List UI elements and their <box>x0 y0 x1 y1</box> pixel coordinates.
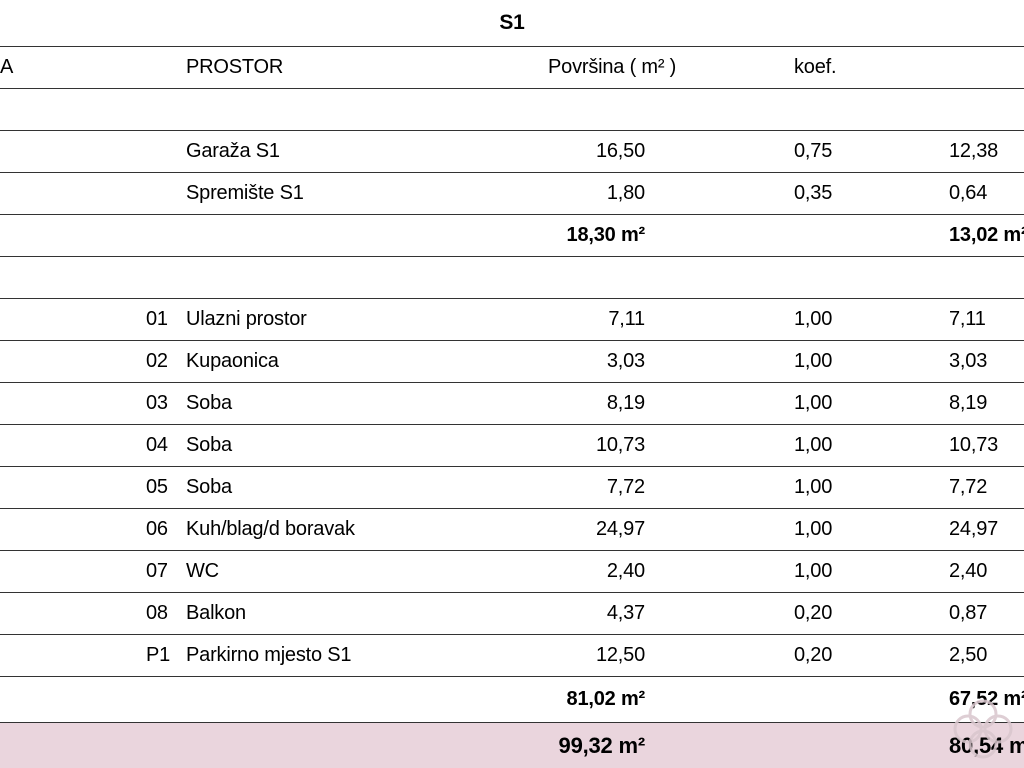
room-area: 8,19 <box>606 392 645 414</box>
room-number: 01 <box>146 308 168 330</box>
room-koef: 1,00 <box>794 560 833 582</box>
room-calc-area: 12,38 <box>949 140 999 162</box>
section-spacer-row <box>0 257 1024 299</box>
room-number: 04 <box>146 434 168 456</box>
room-koef: 0,35 <box>794 182 833 204</box>
room-number: 02 <box>146 350 168 372</box>
header-koef: koef. <box>794 56 837 78</box>
grand-total-row: 99,32 m² 80,54 m² <box>0 723 1024 768</box>
room-koef: 1,00 <box>794 350 833 372</box>
room-koef: 0,75 <box>794 140 833 162</box>
table-row: 03 Soba 8,19 1,00 8,19 <box>0 383 1024 425</box>
table-row: P1 Parkirno mjesto S1 12,50 0,20 2,50 <box>0 635 1024 677</box>
subtotal-row: 18,30 m² 13,02 m² <box>0 215 1024 257</box>
room-calc-area: 7,72 <box>949 476 988 498</box>
room-number: 07 <box>146 560 168 582</box>
room-calc-area: 0,64 <box>949 182 988 204</box>
room-number: 05 <box>146 476 168 498</box>
room-area: 4,37 <box>606 602 645 624</box>
room-number: 03 <box>146 392 168 414</box>
room-number: P1 <box>146 644 171 666</box>
room-name: Balkon <box>186 602 246 624</box>
room-koef: 0,20 <box>794 602 833 624</box>
table-row: 08 Balkon 4,37 0,20 0,87 <box>0 593 1024 635</box>
room-calc-area: 8,19 <box>949 392 988 414</box>
room-number: 08 <box>146 602 168 624</box>
table-title-row: S1 <box>0 0 1024 47</box>
header-povrsina: Površina ( m² ) <box>548 56 677 78</box>
room-name: Kuh/blag/d boravak <box>186 518 355 540</box>
room-name: WC <box>186 560 219 582</box>
room-area: 2,40 <box>606 560 645 582</box>
room-name: Garaža S1 <box>186 140 280 162</box>
table-row: 05 Soba 7,72 1,00 7,72 <box>0 467 1024 509</box>
room-area: 24,97 <box>595 518 645 540</box>
subtotal-area: 81,02 m² <box>566 688 646 710</box>
total-calc-area: 80,54 m² <box>949 732 1024 758</box>
room-calc-area: 7,11 <box>949 308 986 330</box>
subtotal-calc-area: 67,52 m² <box>949 688 1024 710</box>
room-area: 10,73 <box>595 434 645 456</box>
room-calc-area: 24,97 <box>949 518 999 540</box>
table-row: 02 Kupaonica 3,03 1,00 3,03 <box>0 341 1024 383</box>
room-name: Soba <box>186 392 232 414</box>
room-koef: 1,00 <box>794 518 833 540</box>
total-area: 99,32 m² <box>558 732 646 758</box>
room-name: Kupaonica <box>186 350 279 372</box>
room-area: 12,50 <box>595 644 645 666</box>
room-koef: 0,20 <box>794 644 833 666</box>
table-row: 01 Ulazni prostor 7,11 1,00 7,11 <box>0 299 1024 341</box>
room-name: Ulazni prostor <box>186 308 307 330</box>
room-koef: 1,00 <box>794 434 833 456</box>
room-area: 7,72 <box>606 476 645 498</box>
room-number: 06 <box>146 518 168 540</box>
room-calc-area: 3,03 <box>949 350 988 372</box>
room-name: Soba <box>186 476 232 498</box>
room-calc-area: 0,87 <box>949 602 988 624</box>
subtotal-area: 18,30 m² <box>566 224 646 246</box>
subtotal-calc-area: 13,02 m² <box>949 224 1024 246</box>
table-row: Garaža S1 16,50 0,75 12,38 <box>0 131 1024 173</box>
room-name: Parkirno mjesto S1 <box>186 644 352 666</box>
room-calc-area: 2,40 <box>949 560 988 582</box>
table-header-row: A PROSTOR Površina ( m² ) koef. <box>0 47 1024 89</box>
table-row: Spremište S1 1,80 0,35 0,64 <box>0 173 1024 215</box>
table-row: 07 WC 2,40 1,00 2,40 <box>0 551 1024 593</box>
table-row: 06 Kuh/blag/d boravak 24,97 1,00 24,97 <box>0 509 1024 551</box>
room-calc-area: 10,73 <box>949 434 999 456</box>
room-koef: 1,00 <box>794 476 833 498</box>
room-area: 3,03 <box>606 350 645 372</box>
room-koef: 1,00 <box>794 308 833 330</box>
subtotal-row: 81,02 m² 67,52 m² <box>0 677 1024 723</box>
room-name: Soba <box>186 434 232 456</box>
table-title: S1 <box>499 11 525 34</box>
room-calc-area: 2,50 <box>949 644 988 666</box>
room-area: 7,11 <box>608 308 645 330</box>
section-spacer-row <box>0 89 1024 131</box>
header-label-a: A <box>0 56 14 78</box>
room-area: 1,80 <box>606 182 645 204</box>
table-row: 04 Soba 10,73 1,00 10,73 <box>0 425 1024 467</box>
room-area: 16,50 <box>595 140 645 162</box>
room-koef: 1,00 <box>794 392 833 414</box>
header-prostor: PROSTOR <box>186 56 284 78</box>
room-name: Spremište S1 <box>186 182 304 204</box>
